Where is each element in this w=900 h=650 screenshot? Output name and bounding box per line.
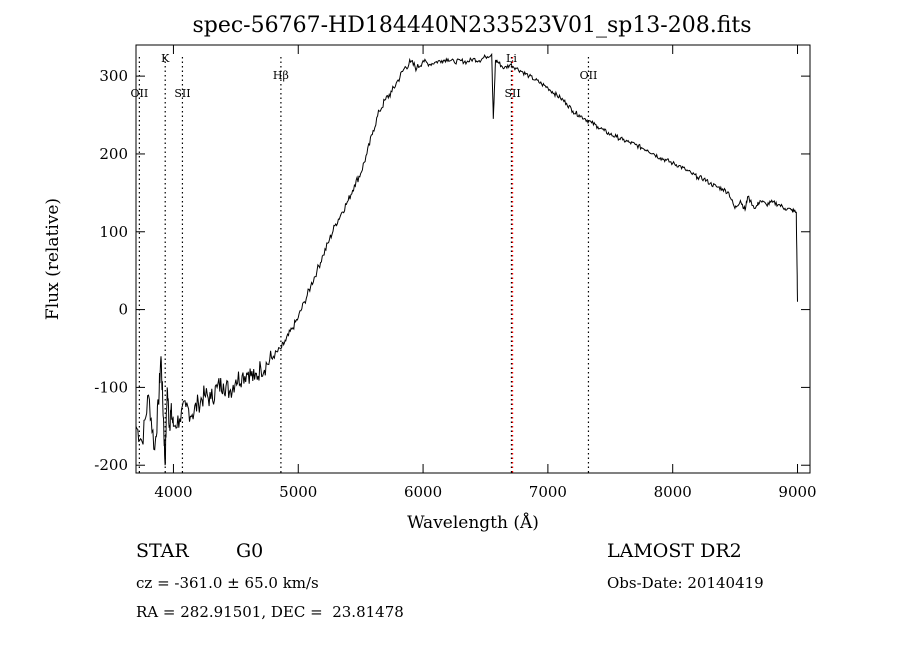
x-tick-label: 8000	[654, 483, 692, 501]
survey-name: LAMOST DR2	[607, 540, 742, 562]
x-tick-label: 7000	[529, 483, 567, 501]
spectrum-line-0	[135, 52, 798, 466]
line-marker-label: K	[161, 52, 170, 65]
line-marker-label: SII	[504, 87, 520, 100]
y-tick-label: 200	[99, 145, 128, 163]
x-tick-label: 4000	[154, 483, 192, 501]
x-tick-label: 6000	[404, 483, 442, 501]
y-tick-label: 100	[99, 223, 128, 241]
line-marker-label: OII	[580, 69, 598, 82]
axis-ticks: 4000 5000 6000 7000 8000 9000 -200 -100 0 100 200 3…	[94, 45, 817, 501]
line-marker-label: OII	[131, 87, 149, 100]
redshift-cz: cz = -361.0 ± 65.0 km/s	[136, 574, 319, 592]
y-axis-label: Flux (relative)	[43, 198, 63, 320]
y-tick-label: -100	[94, 378, 128, 396]
object-subclass: G0	[236, 540, 264, 562]
observation-date: Obs-Date: 20140419	[607, 574, 764, 592]
object-class: STAR	[136, 540, 189, 562]
x-tick-label: 5000	[279, 483, 317, 501]
line-marker-label: Li	[506, 52, 517, 65]
line-marker-label: Hβ	[273, 69, 289, 82]
spectral-line-markers: OII K SII Hβ Li SII OII	[131, 52, 598, 473]
x-axis-label: Wavelength (Å)	[407, 512, 539, 533]
y-tick-label: 300	[99, 67, 128, 85]
y-tick-label: -200	[94, 456, 128, 474]
ra-dec-coordinates: RA = 282.91501, DEC = 23.81478	[136, 603, 404, 621]
chart-title: spec-56767-HD184440N233523V01_sp13-208.f…	[192, 13, 751, 38]
spectrum-series	[135, 52, 798, 466]
x-tick-label: 9000	[778, 483, 816, 501]
plot-frame	[135, 44, 811, 474]
line-marker-label: SII	[174, 87, 190, 100]
y-tick-label: 0	[118, 301, 128, 319]
